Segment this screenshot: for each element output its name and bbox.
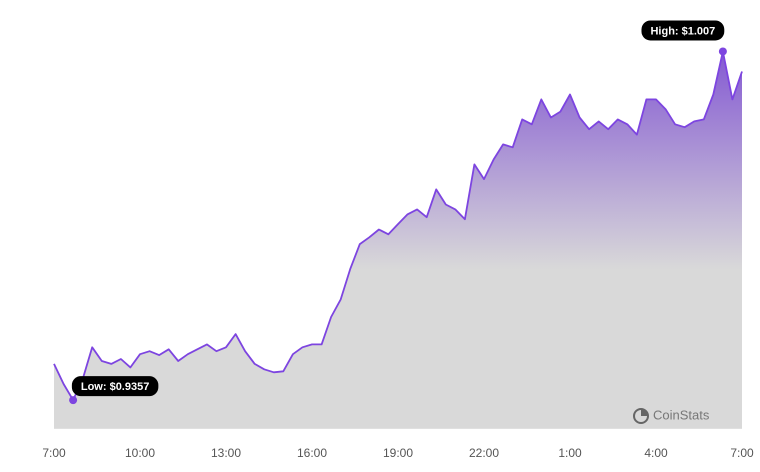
x-tick-label: 13:00: [211, 446, 241, 460]
extreme-marker: [718, 47, 727, 56]
x-tick-label: 4:00: [644, 446, 668, 460]
x-tick-label: 19:00: [383, 446, 413, 460]
x-tick-label: 22:00: [469, 446, 499, 460]
value-pill: High: $1.007: [641, 20, 725, 41]
x-tick-label: 1:00: [558, 446, 582, 460]
watermark-icon-slice: [641, 409, 648, 416]
x-tick-label: 7:00: [730, 446, 754, 460]
extreme-marker: [69, 396, 78, 405]
x-tick-label: 10:00: [125, 446, 155, 460]
area-fill: [54, 51, 742, 428]
pill-background: [641, 20, 725, 41]
x-tick-label: 16:00: [297, 446, 327, 460]
x-tick-label: 7:00: [42, 446, 66, 460]
value-pill: Low: $0.9357: [71, 376, 159, 397]
watermark-group: CoinStats: [633, 407, 710, 424]
value-label: Low: $0.9357: [81, 381, 149, 393]
pill-background: [71, 376, 159, 397]
price-line: [53, 50, 743, 401]
watermark: CoinStats: [653, 407, 710, 422]
value-label: High: $1.007: [650, 25, 715, 37]
